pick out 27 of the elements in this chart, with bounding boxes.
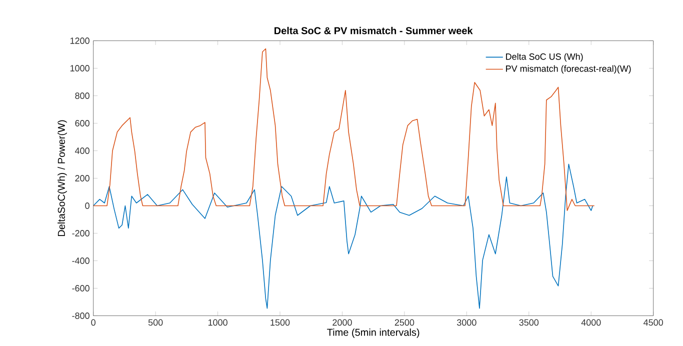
y-tick-label: -400	[72, 258, 90, 264]
y-tick-label: -200	[72, 230, 90, 236]
legend-label: Delta SoC US (Wh)	[506, 53, 583, 62]
line-series	[93, 164, 594, 309]
y-tick-label: 1200	[70, 38, 90, 44]
y-axis-title: DeltaSoC(Wh) / Power(W)	[58, 120, 67, 236]
x-tick-label: 1000	[208, 319, 228, 326]
x-tick-label: 4500	[644, 319, 663, 326]
x-tick-label: 2500	[394, 319, 414, 326]
x-axis-title: Time (5min intervals)	[327, 328, 420, 338]
y-tick-label: -800	[72, 312, 90, 319]
y-tick-label: -600	[72, 285, 90, 292]
x-tick-label: 1500	[270, 319, 290, 326]
y-tick-label: 0	[85, 202, 90, 209]
x-tick-label: 3000	[457, 319, 476, 326]
y-tick-label: 600	[75, 120, 90, 126]
x-tick-label: 4000	[581, 319, 601, 326]
x-tick-label: 500	[148, 319, 163, 326]
y-tick-label: 200	[75, 175, 90, 182]
y-tick-label: 1000	[70, 65, 90, 72]
x-tick-label: 0	[91, 319, 96, 326]
y-tick-label: 400	[74, 148, 90, 154]
y-tick-label: 800	[75, 92, 90, 99]
x-tick-label: 3500	[519, 319, 539, 326]
chart-title: Delta SoC & PV mismatch - Summer week	[274, 26, 473, 34]
legend-label: PV mismatch (forecast-real)(W)	[506, 65, 631, 74]
x-tick-label: 2000	[332, 319, 352, 326]
